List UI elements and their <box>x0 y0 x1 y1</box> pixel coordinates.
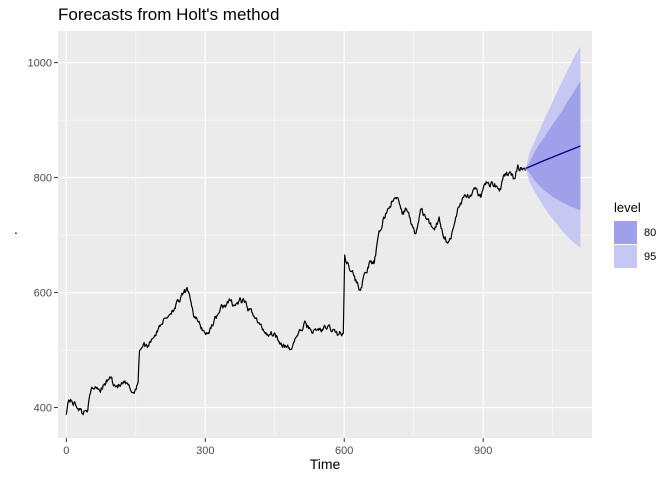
series-lines <box>65 145 581 416</box>
legend-label-80: 80 <box>644 227 656 239</box>
y-tick-label: 1000 <box>28 58 52 70</box>
chart-title: Forecasts from Holt's method <box>58 5 279 24</box>
y-tick-label: 800 <box>34 173 52 185</box>
legend-title: level <box>614 200 641 215</box>
x-axis: 0 300 600 900 <box>63 438 492 457</box>
x-tick-label: 900 <box>474 445 492 457</box>
y-axis-title: . <box>14 221 18 237</box>
y-axis: 400 600 800 1000 <box>28 58 58 415</box>
x-tick-label: 600 <box>335 445 353 457</box>
legend-key-95 <box>614 245 637 268</box>
observed-series-line <box>65 164 526 416</box>
y-tick-label: 600 <box>34 288 52 300</box>
plot-panel <box>58 31 592 438</box>
legend-label-95: 95 <box>644 251 656 263</box>
legend: level 80 95 <box>614 200 656 268</box>
grid <box>58 31 592 438</box>
legend-key-80 <box>614 221 637 244</box>
x-axis-title: Time <box>310 456 341 472</box>
y-tick-label: 400 <box>34 403 52 415</box>
prediction-intervals <box>525 46 581 248</box>
forecast-mean-line <box>525 145 581 169</box>
x-tick-label: 300 <box>196 445 214 457</box>
x-tick-label: 0 <box>63 445 69 457</box>
band-80 <box>525 81 581 211</box>
